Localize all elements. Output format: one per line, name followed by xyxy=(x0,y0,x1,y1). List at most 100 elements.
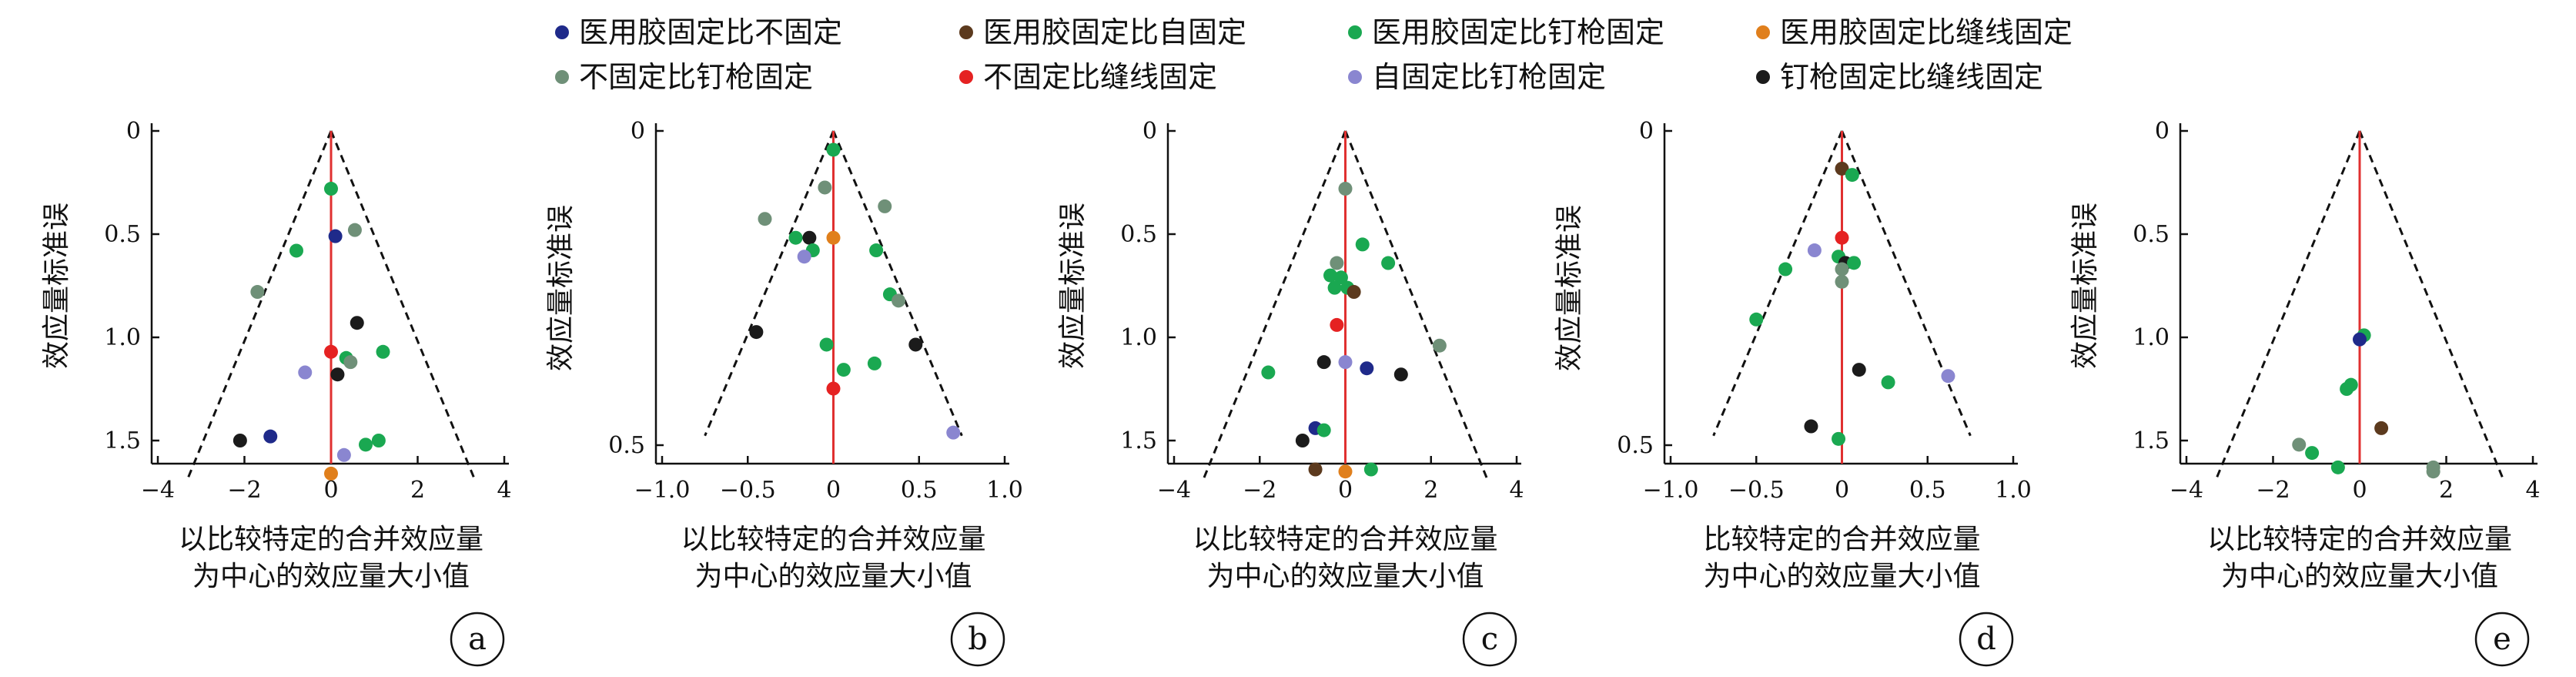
data-point xyxy=(802,230,817,245)
x-axis-title-line: 为中心的效应量大小值 xyxy=(694,561,972,592)
data-point xyxy=(1316,423,1331,437)
y-tick-label: 1.5 xyxy=(1120,427,1157,454)
y-tick-label: 1.5 xyxy=(104,427,141,454)
x-tick-label: 0.5 xyxy=(1909,477,1946,504)
x-tick-label: 0 xyxy=(1835,477,1849,504)
legend-marker xyxy=(959,25,973,39)
data-point xyxy=(1941,369,1955,384)
x-tick-label: 0 xyxy=(826,477,841,504)
data-point xyxy=(324,344,338,359)
y-tick-label: 0 xyxy=(1639,118,1654,145)
x-tick-label: 1.0 xyxy=(1995,477,2032,504)
data-point xyxy=(328,229,343,243)
data-point xyxy=(908,337,923,352)
data-point xyxy=(2426,464,2441,479)
data-point xyxy=(1338,464,1353,479)
funnel-plot-panel-d: 0 0.5 −1.0 −0.5 0 0.5 1.0 效应量标准误比较特定的合并效应量为中心的效… xyxy=(1554,118,2032,667)
legend-item: 医用胶固定比不固定 xyxy=(555,15,842,49)
y-axis-title: 效应量标准误 xyxy=(545,205,577,371)
legend-item: 不固定比缝线固定 xyxy=(959,60,1217,94)
data-point xyxy=(1323,268,1338,283)
data-point xyxy=(324,182,338,196)
y-tick-label: 0 xyxy=(2155,118,2170,145)
funnel-right-bound xyxy=(2358,130,2504,478)
x-tick-label: 2 xyxy=(410,477,425,504)
legend-label: 不固定比钉枪固定 xyxy=(579,60,813,94)
data-point xyxy=(1835,262,1849,276)
data-point xyxy=(1360,361,1374,376)
data-point xyxy=(836,363,851,377)
x-axis-title-line: 为中心的效应量大小值 xyxy=(192,561,470,592)
data-point xyxy=(2330,460,2345,474)
x-tick-label: 0 xyxy=(2352,477,2367,504)
x-tick-label: 2 xyxy=(1423,477,1438,504)
x-tick-label: −2 xyxy=(227,477,261,504)
data-point xyxy=(1845,168,1859,183)
x-tick-label: 0.5 xyxy=(901,477,938,504)
legend-marker xyxy=(1756,25,1770,39)
legend-label: 医用胶固定比不固定 xyxy=(579,15,842,49)
data-point xyxy=(1347,285,1361,300)
funnel-right-bound xyxy=(1841,130,1972,437)
panel-tag-circle xyxy=(2474,612,2530,667)
funnel-left-bound xyxy=(1712,130,1843,437)
x-axis-title-line: 以比较特定的合并效应量 xyxy=(681,524,985,555)
legend-label: 医用胶固定比钉枪固定 xyxy=(1372,15,1664,49)
data-point xyxy=(788,230,803,245)
data-point xyxy=(1847,256,1862,270)
data-point xyxy=(2353,332,2367,347)
funnel-right-bound xyxy=(1344,130,1488,478)
panel-tag-label: a xyxy=(468,622,487,657)
funnel-plot-panel-b: 0 0.5 −1.0 −0.5 0 0.5 1.0 效应量标准误以比较特定的合并效应量为中心的… xyxy=(545,118,1023,667)
y-axis-title: 效应量标准误 xyxy=(41,203,72,369)
legend-label: 不固定比缝线固定 xyxy=(983,60,1217,94)
panel-tag-circle xyxy=(950,612,1005,667)
legend-item: 医用胶固定比钉枪固定 xyxy=(1348,15,1664,49)
x-tick-label: 4 xyxy=(2525,477,2540,504)
y-tick-label: 0.5 xyxy=(104,221,141,248)
x-tick-label: −1.0 xyxy=(1643,477,1699,504)
x-tick-label: 0 xyxy=(323,477,338,504)
funnel-left-bound xyxy=(186,130,333,478)
y-axis-title: 效应量标准误 xyxy=(2069,203,2101,369)
x-tick-label: 1.0 xyxy=(986,477,1023,504)
data-point xyxy=(343,355,358,370)
panel-tag-circle xyxy=(1959,612,2014,667)
x-tick-label: −4 xyxy=(2170,477,2203,504)
data-point xyxy=(797,250,811,264)
data-point xyxy=(376,344,390,359)
panel-tag-label: c xyxy=(1481,622,1498,657)
x-tick-label: 4 xyxy=(1509,477,1524,504)
x-tick-label: 0 xyxy=(1338,477,1353,504)
panel-tag-label: b xyxy=(968,622,988,657)
data-point xyxy=(263,429,278,444)
panel-tag-circle xyxy=(450,612,505,667)
x-tick-label: 4 xyxy=(497,477,511,504)
x-tick-label: 2 xyxy=(2439,477,2454,504)
data-point xyxy=(1835,274,1849,289)
legend-marker xyxy=(555,25,569,39)
y-tick-label: 0.5 xyxy=(608,432,645,459)
data-point xyxy=(1835,161,1849,176)
data-point xyxy=(350,316,364,330)
data-point xyxy=(749,325,764,340)
data-point xyxy=(1778,262,1793,276)
data-point xyxy=(1749,312,1764,327)
y-tick-label: 0.5 xyxy=(1120,221,1157,248)
data-point xyxy=(324,466,338,481)
legend-label: 医用胶固定比自固定 xyxy=(983,15,1246,49)
y-tick-label: 0.5 xyxy=(2133,221,2170,248)
x-axis-title-line: 为中心的效应量大小值 xyxy=(2221,561,2498,592)
y-tick-label: 0 xyxy=(631,118,645,145)
data-point xyxy=(347,223,362,237)
data-point xyxy=(878,199,892,213)
data-point xyxy=(826,381,841,396)
y-tick-label: 0 xyxy=(126,118,141,145)
data-point xyxy=(2305,446,2320,461)
panel-tag-label: d xyxy=(1976,622,1996,657)
data-point xyxy=(1327,280,1342,295)
legend-item: 钉枪固定比缝线固定 xyxy=(1756,60,2043,94)
legend-marker xyxy=(1348,25,1362,39)
data-point xyxy=(1338,182,1353,196)
